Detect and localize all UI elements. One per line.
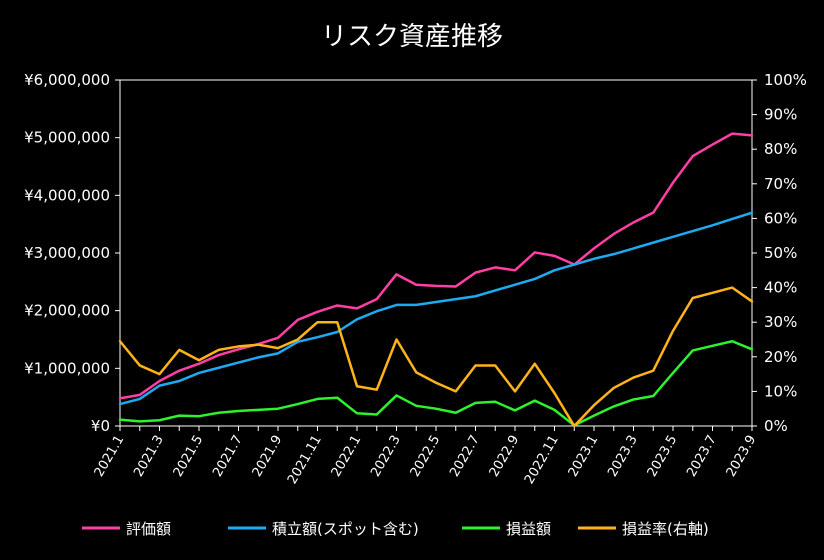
series-lines <box>118 132 754 428</box>
legend-label: 損益額 <box>506 520 551 538</box>
right-tick-label: 80% <box>764 140 797 158</box>
left-tick-label: ¥5,000,000 <box>24 129 110 147</box>
left-tick-label: ¥4,000,000 <box>24 186 110 204</box>
x-tick-label: 2021.9 <box>250 433 286 480</box>
series-line-1 <box>118 132 754 400</box>
x-tick-label: 2021.3 <box>131 433 167 480</box>
right-tick-label: 20% <box>764 348 797 366</box>
right-tick-label: 90% <box>764 106 797 124</box>
left-tick-label: ¥1,000,000 <box>24 359 110 377</box>
x-tick-label: 2023.5 <box>645 433 681 480</box>
x-axis-ticks: 2021.1 2021.3 2021.5 2021.7 2021.9 2021.11 202… <box>92 426 760 487</box>
x-tick-label: 2021.7 <box>210 433 246 480</box>
x-tick-label: 2022.9 <box>487 433 523 480</box>
x-tick-label: 2022.3 <box>368 433 404 480</box>
right-tick-label: 70% <box>764 175 797 193</box>
x-tick-label: 2022.11 <box>522 433 562 487</box>
right-tick-label: 40% <box>764 279 797 297</box>
legend-label: 評価額 <box>126 520 171 538</box>
plot-border <box>119 79 753 427</box>
right-tick-label: 60% <box>764 209 797 227</box>
right-tick-label: 30% <box>764 313 797 331</box>
series-line-3 <box>118 339 754 427</box>
x-tick-label: 2023.7 <box>684 433 720 480</box>
x-tick-label: 2022.5 <box>408 433 444 480</box>
right-axis-ticks: 0% 10% 20% 30% 40% 50% 60% 70% 80% 90% 100% <box>752 71 807 435</box>
x-tick-label: 2021.11 <box>285 433 325 487</box>
x-tick-label: 2021.5 <box>171 433 207 480</box>
x-tick-label: 2023.3 <box>605 433 641 480</box>
x-tick-label: 2022.1 <box>329 433 365 480</box>
chart-title: リスク資産推移 <box>321 22 503 52</box>
x-tick-label: 2021.1 <box>92 433 128 480</box>
x-tick-label: 2023.9 <box>724 433 760 480</box>
legend: 評価額 積立額(スポット含む) 損益額 損益率(右軸) <box>82 520 709 538</box>
right-tick-label: 10% <box>764 382 797 400</box>
left-tick-label: ¥0 <box>91 417 110 435</box>
legend-label: 損益率(右軸) <box>622 520 709 538</box>
left-tick-label: ¥6,000,000 <box>24 71 110 89</box>
left-tick-label: ¥3,000,000 <box>24 244 110 262</box>
plot-area <box>119 79 753 427</box>
left-axis-ticks: ¥0 ¥1,000,000 ¥2,000,000 ¥3,000,000 ¥4,000,0… <box>24 71 120 435</box>
left-tick-label: ¥2,000,000 <box>24 302 110 320</box>
right-tick-label: 100% <box>764 71 807 89</box>
series-line-2 <box>118 211 754 406</box>
x-tick-label: 2022.7 <box>447 433 483 480</box>
x-tick-label: 2023.1 <box>566 433 602 480</box>
series-line-4 <box>118 286 754 428</box>
right-tick-label: 0% <box>764 417 788 435</box>
legend-label: 積立額(スポット含む) <box>272 520 419 538</box>
right-tick-label: 50% <box>764 244 797 262</box>
